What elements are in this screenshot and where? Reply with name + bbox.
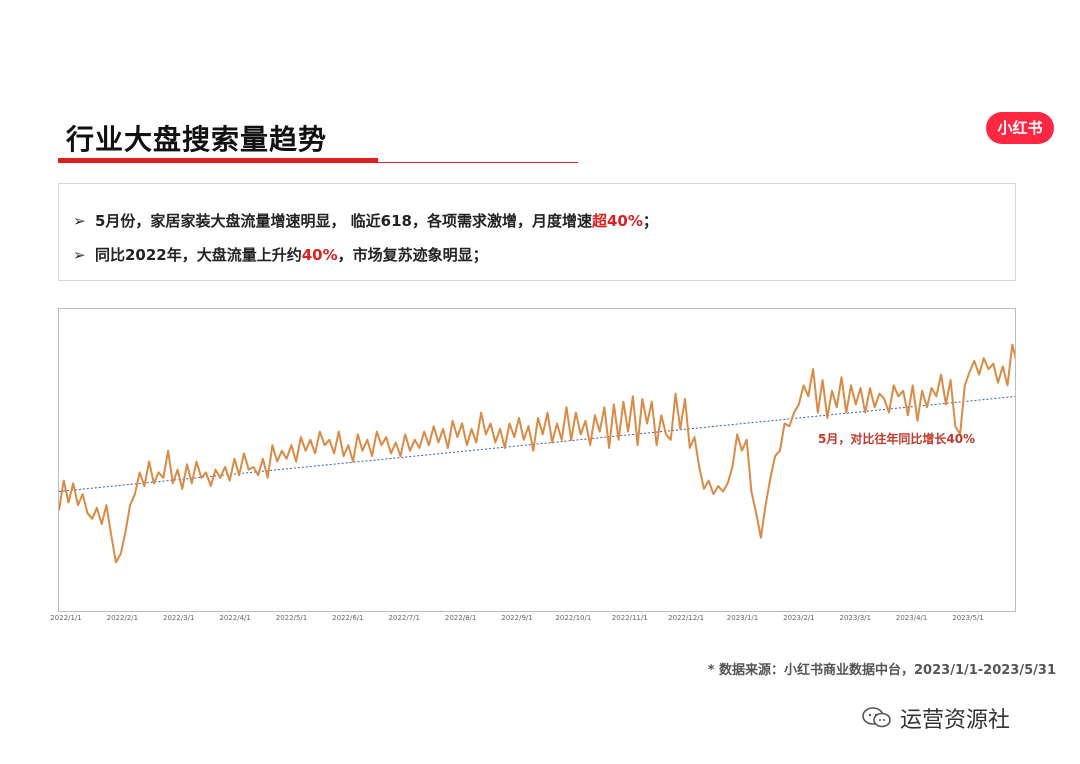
x-tick-label: 2022/6/1 [332,614,364,622]
x-tick-label: 2022/5/1 [275,614,308,622]
x-tick-label: 2023/5/1 [952,614,984,622]
x-tick-label: 2022/1/1 [50,614,82,622]
bullet-text-end: ，市场复苏迹象明显； [337,246,488,264]
summary-bullet-1: ➢ 5月份，家居家装大盘流量增速明显， 临近618，各项需求激增，月度增速超40%… [73,210,658,231]
bullet-text-end: ； [642,212,658,230]
search-volume-line [59,343,1015,564]
x-tick-label: 2022/7/1 [388,614,420,622]
arrow-icon: ➢ [73,246,86,264]
summary-box: ➢ 5月份，家居家装大盘流量增速明显， 临近618，各项需求激增，月度增速超40%… [58,183,1016,281]
summary-bullet-2: ➢ 同比2022年，大盘流量上升约40%，市场复苏迹象明显； [73,244,488,265]
bullet-text: 同比2022年，大盘流量上升约 [95,246,302,264]
bullet-highlight: 40% [301,246,338,264]
xiaohongshu-logo: 小红书 [986,112,1054,144]
trend-chart-svg [59,343,1015,564]
watermark-text: 运营资源社 [900,708,1011,733]
page-title: 行业大盘搜索量趋势 [66,123,328,156]
search-trend-chart [58,308,1016,612]
x-tick-label: 2023/4/1 [895,614,928,622]
chart-annotation: 5月，对比往年同比增长40% [818,432,976,446]
x-tick-label: 2022/10/1 [555,614,592,622]
x-tick-label: 2022/2/1 [106,614,139,622]
bullet-text: 5月份，家居家装大盘流量增速明显， 临近618，各项需求激增，月度增速 [95,212,592,230]
x-tick-label: 2022/9/1 [501,614,533,622]
title-divider [58,162,578,163]
x-tick-label: 2022/11/1 [611,614,648,622]
x-tick-label: 2023/1/1 [726,614,759,622]
title-underline [58,158,378,162]
bullet-highlight: 超40% [591,212,643,230]
x-tick-label: 2022/3/1 [163,614,195,622]
x-tick-label: 2022/4/1 [219,614,251,622]
data-source-note: * 数据来源：小红书商业数据中台，2023/1/1-2023/5/31 [707,663,1056,678]
watermark: 运营资源社 [862,702,1010,734]
wechat-icon [862,706,892,730]
arrow-icon: ➢ [73,212,86,230]
x-tick-label: 2023/3/1 [839,614,871,622]
x-axis-labels: 2022/1/1 2022/2/1 2022/3/1 2022/4/1 2022/5/1… [0,614,1080,628]
x-tick-label: 2023/2/1 [783,614,815,622]
x-tick-label: 2022/8/1 [444,614,477,622]
x-tick-label: 2022/12/1 [668,614,705,622]
